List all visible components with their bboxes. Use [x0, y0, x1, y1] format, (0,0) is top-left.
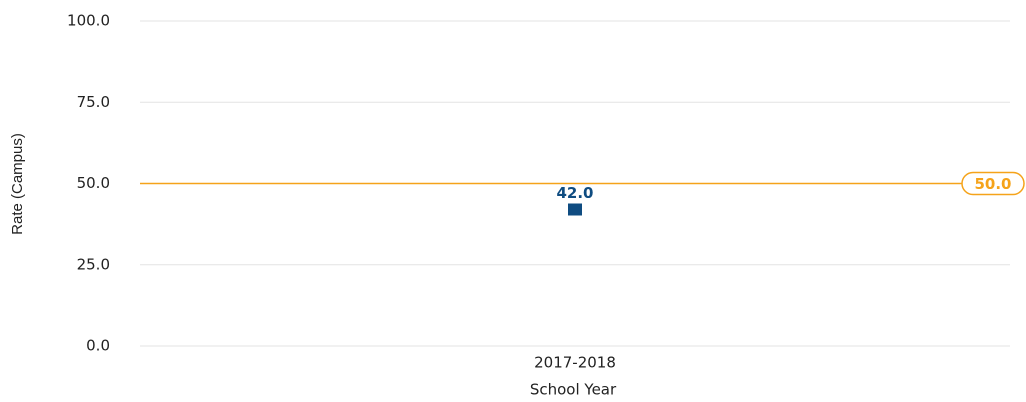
marker — [568, 203, 582, 216]
y-tick-label: 0.0 — [86, 337, 110, 355]
reference-label: 50.0 — [974, 175, 1011, 193]
reference-label-box — [961, 171, 1025, 196]
x-tick-label: 2017-2018 — [534, 354, 616, 372]
y-axis-title: Rate (Campus) — [9, 133, 26, 235]
y-tick-label: 25.0 — [77, 255, 110, 273]
x-axis-title: School Year — [530, 381, 617, 399]
y-tick-label: 75.0 — [77, 93, 110, 111]
y-tick-label: 100.0 — [67, 12, 110, 30]
y-tick-label: 50.0 — [77, 174, 110, 192]
data-label: 42.0 — [556, 184, 593, 202]
